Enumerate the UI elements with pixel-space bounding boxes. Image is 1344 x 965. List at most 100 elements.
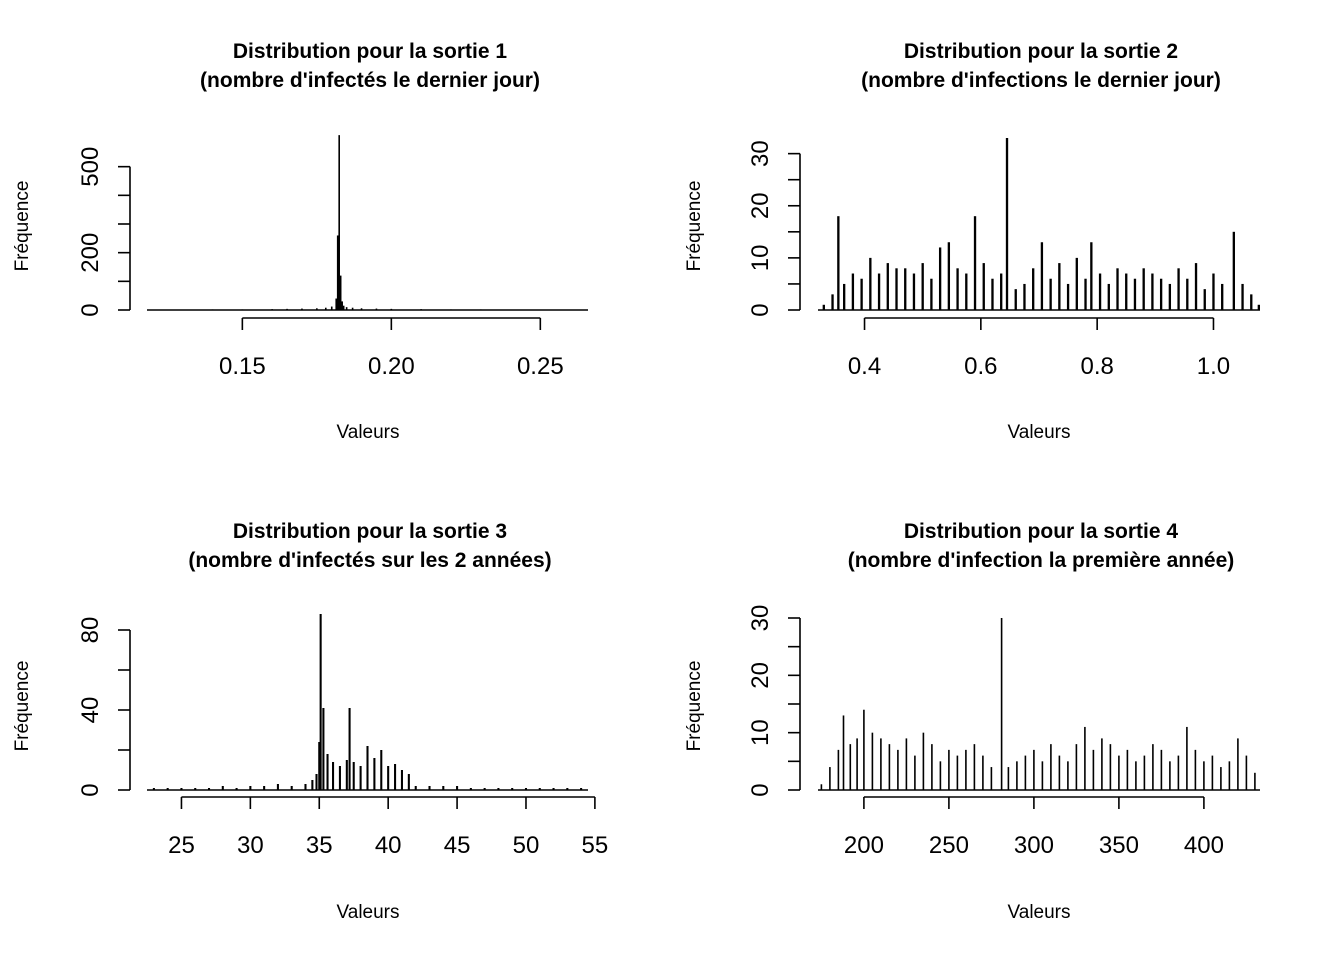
chart-title-line: Distribution pour la sortie 2 — [904, 40, 1178, 63]
histogram-bar — [851, 273, 855, 310]
y-tick-label: 30 — [747, 140, 774, 167]
histogram-bar — [271, 309, 273, 310]
histogram-bar — [511, 788, 514, 790]
histogram-bar — [1142, 268, 1145, 310]
histogram-bar — [345, 760, 348, 790]
x-axis-label: Valeurs — [1007, 422, 1070, 443]
histogram-bar — [348, 708, 351, 790]
histogram-bar — [324, 307, 327, 310]
chart-title-line: (nombre d'infectés sur les 2 années) — [188, 549, 551, 572]
chart-title-line: (nombre d'infection la première année) — [848, 549, 1235, 572]
histogram-bar — [1203, 289, 1206, 310]
histogram-bar — [1159, 278, 1163, 310]
histogram-bar — [914, 755, 916, 790]
histogram-bar — [842, 715, 845, 790]
histogram-bar — [1050, 744, 1052, 790]
y-tick-label: 30 — [747, 605, 774, 632]
y-axis: 0 10 20 30 Fréquence — [684, 605, 801, 797]
x-axis: 0.4 0.6 0.8 1.0 Valeurs — [848, 317, 1230, 443]
y-tick-label: 0 — [77, 783, 104, 796]
histogram-bar — [863, 709, 865, 790]
histogram-bar — [1090, 242, 1093, 310]
histogram-bar — [1049, 278, 1052, 310]
x-axis: 0.15 0.20 0.25 Valeurs — [219, 317, 564, 443]
histogram-bar — [304, 784, 307, 790]
x-tick-label: 0.20 — [368, 353, 415, 380]
histogram-bar — [552, 788, 555, 790]
histogram-bar — [897, 749, 899, 790]
x-axis: 25 30 35 40 45 50 55 Valeurs — [168, 796, 608, 923]
y-axis-label: Fréquence — [684, 181, 705, 272]
histogram-bar — [886, 263, 889, 310]
histogram-bar — [822, 304, 825, 310]
histogram-bar — [1033, 749, 1035, 790]
histogram-bar — [330, 306, 333, 310]
y-tick-label: 10 — [747, 719, 774, 746]
histogram-bar — [336, 235, 339, 310]
histogram-bar — [375, 308, 378, 310]
histogram-bar — [194, 788, 197, 790]
histogram-bar — [181, 309, 184, 311]
histogram-bar — [991, 278, 994, 310]
histogram-bar — [332, 762, 335, 790]
histogram-bar — [871, 732, 874, 790]
histogram-bar — [152, 788, 155, 790]
histogram-bar — [1194, 749, 1197, 790]
histogram-bar — [1084, 726, 1086, 790]
histogram-bar — [1125, 273, 1128, 310]
histogram-bar — [965, 749, 967, 790]
histogram-bar — [1109, 744, 1112, 790]
histogram-bar — [1000, 273, 1003, 310]
histogram-bar — [1032, 268, 1035, 310]
histogram-bar — [420, 309, 422, 310]
histogram-bar — [538, 788, 541, 790]
histogram-bar — [450, 309, 452, 310]
histogram-bar — [1168, 283, 1172, 310]
histogram-bar — [860, 278, 863, 310]
histogram-bar — [849, 744, 852, 790]
histogram-bar — [982, 263, 985, 310]
histogram-bar — [469, 788, 472, 790]
histogram-bar — [837, 749, 840, 790]
histogram-bar — [249, 786, 252, 790]
y-axis-label: Fréquence — [684, 661, 705, 752]
histogram-bar — [1220, 767, 1222, 790]
histogram-bar — [414, 786, 417, 790]
x-tick-label: 35 — [306, 832, 333, 859]
x-tick-label: 0.8 — [1080, 353, 1113, 380]
histogram-bar — [241, 309, 244, 310]
histogram-bar — [1133, 278, 1137, 310]
histogram-panel-4: Distribution pour la sortie 4 (nombre d'i… — [684, 520, 1260, 923]
histogram-bar — [1177, 755, 1180, 790]
chart-title-line: (nombre d'infectés le dernier jour) — [200, 69, 540, 92]
chart-title: Distribution pour la sortie 4 (nombre d'i… — [848, 520, 1235, 572]
y-tick-label: 10 — [747, 245, 774, 272]
histogram-bar — [1203, 761, 1205, 790]
histogram-bar — [1186, 278, 1189, 310]
y-tick-label: 200 — [77, 233, 104, 273]
histogram-bar — [1116, 268, 1119, 310]
histogram-bar — [1005, 138, 1009, 310]
histogram-bar — [888, 744, 891, 790]
histogram-bar — [965, 273, 968, 310]
x-tick-label: 300 — [1014, 832, 1054, 859]
histogram-bar — [390, 308, 393, 310]
histogram-bar — [982, 755, 984, 790]
x-tick-label: 25 — [168, 832, 195, 859]
histogram-bar — [1107, 283, 1110, 310]
x-tick-label: 400 — [1184, 832, 1224, 859]
histogram-bar — [1098, 273, 1102, 310]
histogram-bar — [990, 767, 993, 790]
histogram-bar — [316, 308, 318, 310]
histogram-bar — [1024, 755, 1027, 790]
histogram-bar — [880, 738, 882, 790]
y-tick-label: 0 — [747, 783, 774, 796]
histogram-bar — [1194, 263, 1198, 310]
histogram-bar — [569, 309, 571, 311]
x-tick-label: 250 — [929, 832, 969, 859]
x-tick-label: 350 — [1099, 832, 1139, 859]
histogram-bar — [1257, 304, 1260, 310]
histogram-bar — [1143, 755, 1146, 790]
histogram-bar — [1058, 755, 1061, 790]
histogram-bar — [341, 301, 343, 310]
